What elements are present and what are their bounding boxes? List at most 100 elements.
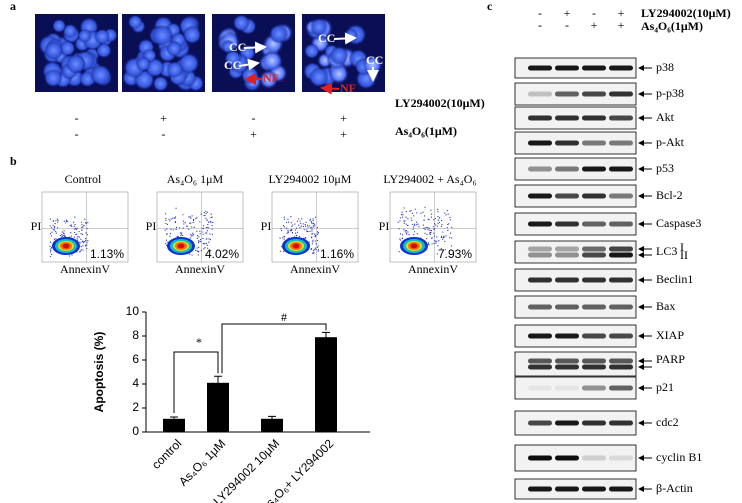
flow-event: [70, 232, 72, 234]
flow-x-label: AnnexinV: [60, 262, 110, 276]
y-tick-label: 4: [132, 376, 139, 390]
flow-event: [301, 218, 303, 220]
flow-event: [311, 243, 313, 245]
flow-event: [312, 250, 315, 252]
flow-event: [304, 225, 307, 227]
flow-event: [291, 225, 293, 227]
flow-event: [169, 235, 171, 237]
annotation-cc: CC: [366, 53, 383, 67]
blot-band: [582, 252, 606, 258]
flow-event: [85, 237, 87, 240]
flow-event: [195, 249, 197, 251]
flow-event: [197, 250, 199, 252]
cell-nucleus: [44, 40, 64, 61]
flow-event: [164, 229, 166, 231]
flow-event: [206, 232, 208, 234]
treatment-sign: +: [591, 18, 598, 32]
flow-event: [53, 229, 56, 231]
blot-band: [528, 364, 552, 370]
significance-bracket: [173, 351, 219, 413]
blot-band: [609, 193, 633, 199]
flow-event: [443, 235, 445, 237]
flow-event: [403, 207, 405, 209]
flow-event: [315, 234, 317, 236]
blot-band: [528, 358, 552, 364]
flow-event: [428, 227, 431, 229]
flow-event: [410, 217, 412, 219]
flow-event: [166, 228, 168, 230]
flow-event: [401, 234, 404, 236]
flow-event: [311, 226, 313, 228]
flow-percent: 4.02%: [205, 247, 239, 261]
bar: [207, 382, 229, 432]
flow-event: [316, 246, 319, 248]
flow-event: [309, 218, 312, 220]
cell-nucleus: [43, 68, 63, 88]
flow-event: [424, 228, 426, 231]
cell-nucleus: [152, 75, 169, 92]
blot-band: [555, 385, 579, 391]
flow-event: [172, 217, 174, 219]
flow-event: [199, 221, 201, 223]
flow-event: [423, 227, 425, 229]
flow-event: [202, 242, 204, 245]
flow-event: [440, 219, 443, 222]
flow-event: [170, 218, 172, 220]
flow-event: [208, 227, 210, 229]
flow-event: [71, 254, 73, 256]
flow-event: [174, 221, 177, 224]
treatment-sign: -: [75, 127, 79, 141]
cell-nucleus: [258, 69, 279, 90]
flow-event: [49, 255, 52, 258]
significance-mark: *: [196, 335, 202, 349]
blot-frame: [514, 240, 637, 264]
annotation-arrow: [243, 41, 267, 54]
flow-event: [447, 213, 449, 215]
flow-percent: 1.16%: [320, 247, 354, 261]
flow-event: [191, 234, 193, 236]
blot-band: [528, 455, 552, 461]
flow-event: [424, 232, 426, 234]
blot-band: [555, 140, 579, 146]
flow-event: [82, 249, 84, 251]
flow-event: [63, 234, 65, 236]
flow-event: [405, 223, 407, 225]
flow-event: [444, 212, 446, 214]
cell-nucleus: [166, 40, 183, 57]
flow-percent: 7.93%: [438, 247, 472, 261]
cell-nucleus: [62, 23, 78, 39]
flow-event: [317, 232, 319, 234]
treatment-label: As₄O₆(1μM): [641, 19, 703, 33]
flow-event: [191, 235, 193, 237]
flow-event: [440, 225, 443, 227]
flow-event: [57, 221, 59, 223]
cell-nucleus: [268, 24, 289, 44]
flow-event: [191, 254, 193, 256]
blot-frame: [514, 376, 637, 400]
flow-event: [282, 225, 285, 227]
flow-event: [165, 242, 167, 245]
flow-event: [192, 219, 195, 221]
flow-event: [405, 229, 408, 232]
blot-band: [555, 455, 579, 461]
cell-nucleus: [308, 66, 329, 88]
flow-event: [291, 228, 293, 231]
flow-event: [203, 212, 205, 214]
flow-y-label: PI: [31, 219, 42, 233]
flow-event: [312, 239, 314, 241]
flow-event: [49, 218, 51, 220]
flow-event: [295, 232, 297, 234]
significance-mark: #: [281, 310, 287, 324]
flow-event: [441, 235, 443, 237]
flow-event: [313, 223, 316, 225]
flow-event: [49, 233, 52, 235]
flow-event: [78, 241, 80, 243]
flow-event: [52, 224, 54, 226]
blot-label: Akt: [656, 110, 675, 124]
flow-event: [178, 227, 181, 229]
flow-event: [208, 238, 210, 240]
flow-event: [84, 218, 86, 220]
blot-band: [555, 221, 579, 227]
flow-event: [283, 218, 286, 220]
flow-event: [206, 230, 208, 232]
